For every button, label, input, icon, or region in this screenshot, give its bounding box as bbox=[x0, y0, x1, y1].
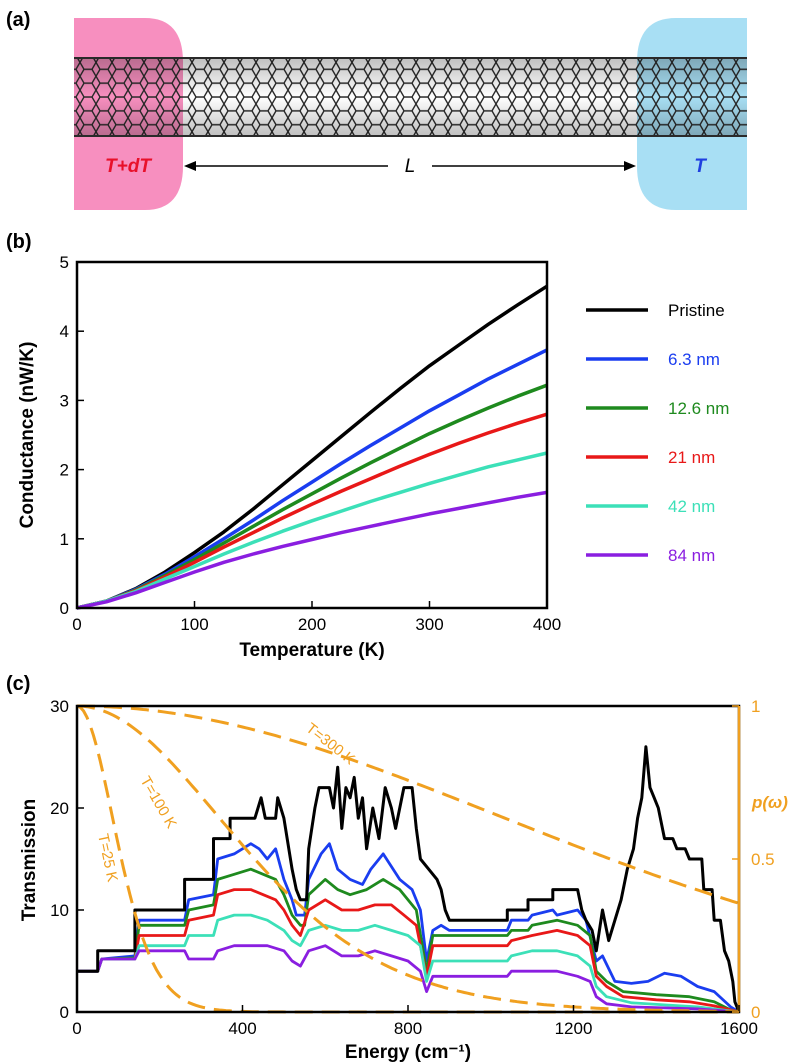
y-tick-label: 10 bbox=[50, 901, 69, 920]
occupancy-curve-t-25-k bbox=[76, 704, 739, 1014]
x-tick-label: 300 bbox=[415, 615, 443, 634]
right-axis-label: p(ω) bbox=[751, 793, 788, 812]
x-tick-label: 200 bbox=[298, 615, 326, 634]
length-label: L bbox=[405, 156, 416, 177]
x-tick-label: 0 bbox=[72, 1019, 81, 1038]
series-line-pristine bbox=[76, 284, 548, 610]
x-tick-label: 0 bbox=[72, 615, 81, 634]
hot-lead-label: T+dT bbox=[105, 156, 152, 177]
y-tick-label: 1 bbox=[60, 530, 69, 549]
conductance-chart: 0 100 200 300 400 0 1 2 3 4 5 Temperature (K) Cond… bbox=[17, 253, 729, 661]
transmission-line-6-3-nm bbox=[77, 842, 740, 1014]
x-axis-label: Temperature (K) bbox=[239, 640, 384, 661]
legend-label: 6.3 nm bbox=[668, 350, 720, 369]
x-tick-label: 800 bbox=[394, 1019, 422, 1038]
annotation-t100: T=100 K bbox=[137, 774, 180, 832]
transmission-line-84-nm bbox=[77, 944, 740, 1014]
y-tick-label: 2 bbox=[60, 461, 69, 480]
y2-tick-label: 0.5 bbox=[751, 850, 775, 869]
schematic-diagram: T+dT T L bbox=[74, 18, 747, 210]
panel-a-label: (a) bbox=[6, 9, 30, 31]
y2-tick-label: 1 bbox=[751, 697, 760, 716]
y-tick-label: 20 bbox=[50, 799, 69, 818]
series-line-6-3-nm bbox=[76, 348, 548, 610]
legend-label: 84 nm bbox=[668, 546, 715, 565]
y-axis-label: Conductance (nW/K) bbox=[17, 342, 38, 529]
transmission-line-21-nm bbox=[77, 888, 740, 1014]
x-axis-label: Energy (cm⁻¹) bbox=[345, 1042, 471, 1062]
x-tick-label: 1600 bbox=[720, 1019, 758, 1038]
series-line-42-nm bbox=[76, 451, 548, 610]
y-tick-label: 0 bbox=[60, 599, 69, 618]
y2-tick-label: 0 bbox=[751, 1003, 760, 1022]
occupancy-curve-t-100-k bbox=[76, 704, 739, 1013]
transmission-line-12-6-nm bbox=[77, 867, 740, 1014]
panel-b-label: (b) bbox=[6, 231, 32, 253]
y-tick-label: 30 bbox=[50, 697, 69, 716]
legend-label: 12.6 nm bbox=[668, 399, 729, 418]
x-tick-label: 1200 bbox=[555, 1019, 593, 1038]
legend-label: 42 nm bbox=[668, 497, 715, 516]
x-tick-label: 400 bbox=[228, 1019, 256, 1038]
x-tick-label: 400 bbox=[533, 615, 561, 634]
cold-lead-label: T bbox=[694, 156, 707, 177]
y-axis-label: Transmission bbox=[19, 799, 40, 922]
legend-label: Pristine bbox=[668, 301, 725, 320]
series-line-84-nm bbox=[76, 490, 548, 610]
occupancy-curve-t-300-k bbox=[77, 704, 740, 905]
y-tick-label: 4 bbox=[60, 322, 69, 341]
series-line-12-6-nm bbox=[76, 383, 548, 610]
panel-c-label: (c) bbox=[6, 673, 30, 695]
y-tick-label: 3 bbox=[60, 391, 69, 410]
x-tick-label: 100 bbox=[180, 615, 208, 634]
annotation-t300: T=300 K bbox=[303, 720, 358, 769]
transmission-line-pristine bbox=[77, 745, 741, 1013]
series-line-21-nm bbox=[76, 412, 548, 610]
y-tick-label: 5 bbox=[60, 253, 69, 272]
legend-label: 21 nm bbox=[668, 448, 715, 467]
y-tick-label: 0 bbox=[60, 1003, 69, 1022]
plot-frame bbox=[75, 260, 549, 610]
plot-frame bbox=[75, 704, 741, 1014]
transmission-line-42-nm bbox=[77, 913, 740, 1014]
